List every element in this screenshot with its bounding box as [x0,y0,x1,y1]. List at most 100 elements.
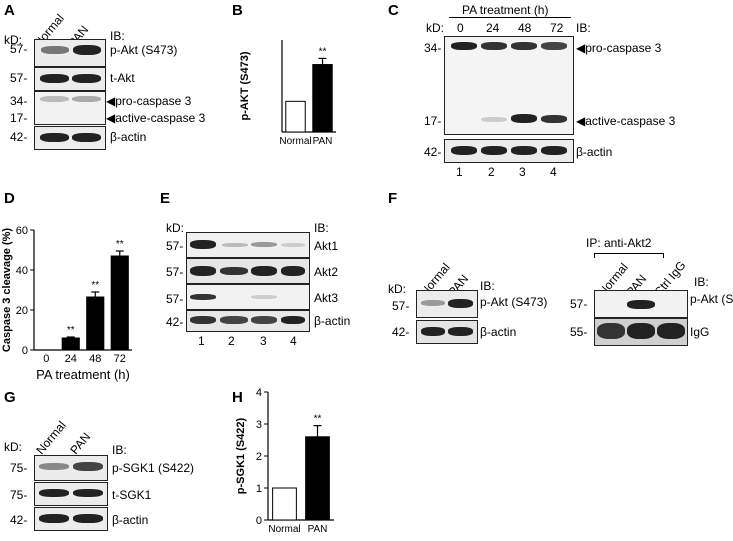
blot-strip [34,126,106,150]
blot-label: t-Akt [110,71,135,85]
blot-label: IgG [690,325,710,339]
blot-strip [444,139,574,163]
y-tick-label: 0 [22,345,28,357]
category-label: Normal [279,136,311,147]
ip-bracket [594,253,664,254]
bar [86,296,105,351]
blot-strip [444,36,574,135]
x-axis-label: PA treatment (h) [36,367,130,382]
blot-label: β-actin [110,130,147,144]
ib-label: IB: [480,279,495,293]
panel-letter-c: C [388,2,399,19]
blot-strip [594,290,688,318]
mw-marker: 42- [392,325,410,339]
mw-marker: 17- [424,114,442,128]
blot-strip [34,455,108,481]
ib-label: IB: [576,21,591,35]
kd-label: kD: [426,21,444,35]
mw-marker: 17- [10,111,28,125]
mw-marker: 57- [392,299,410,313]
lane-number: 2 [228,334,235,348]
ib-label: IB: [112,443,127,457]
y-tick-label: 0 [256,515,262,527]
mw-marker: 42- [424,145,442,159]
timepoint-label: 72 [550,21,564,35]
blot-label: Akt3 [314,291,339,305]
blot-label: β-actin [576,145,613,159]
kd-label: kD: [4,440,22,454]
blot-label: ◀active-caspase 3 [576,114,676,128]
significance-label: ** [314,414,322,425]
blot-label: ◀active-caspase 3 [106,111,206,125]
treatment-bracket [449,17,571,18]
blot-strip [186,284,310,310]
lane-label: Normal [33,418,69,457]
lane-number: 4 [290,334,297,348]
mw-marker: 57- [166,265,184,279]
category-label: Normal [268,524,300,535]
blot-label: p-Akt (S473) [480,295,548,309]
bar [312,64,333,133]
significance-label: ** [319,46,327,57]
panel-letter-f: F [388,190,398,207]
mw-marker: 57- [166,239,184,253]
bar-chart-b: Normal ** PAN p-AKT (S473) [239,40,336,147]
blot-strip [34,507,108,531]
category-label: 48 [89,353,101,365]
y-axis-label: Caspase 3 cleavage (%) [1,228,13,352]
blot-strip [416,290,478,318]
timepoint-label: 24 [486,21,500,35]
mw-marker: 57- [10,71,28,85]
blot-label: p-Akt (S473) [110,43,178,57]
y-tick-label: 4 [256,387,262,399]
blot-label: β-actin [314,314,351,328]
bar [61,337,80,351]
y-tick-label: 2 [256,451,262,463]
mw-marker: 57- [10,42,28,56]
blot-label: Akt1 [314,239,339,253]
blot-strip [34,67,106,91]
mw-marker: 57- [166,292,184,306]
mw-marker: 34- [424,41,442,55]
category-label: PAN [308,524,328,535]
bar-chart-h: 0 1 2 3 4 Normal ** PAN p-SGK1 (S422) [235,387,334,535]
blot-strip [34,482,108,506]
mw-marker: 42- [10,130,28,144]
mw-marker: 75- [10,488,28,502]
mw-marker: 42- [10,513,28,527]
y-tick-label: 60 [16,225,28,237]
lane-number: 1 [198,334,205,348]
category-label: PAN [313,136,333,147]
category-label: 0 [43,353,49,365]
panel-letter-d: D [4,190,15,207]
kd-label: kD: [4,33,22,47]
lane-number: 3 [260,334,267,348]
panel-letter-h: H [232,389,243,406]
timepoint-label: 48 [518,21,532,35]
blot-strip [186,310,310,332]
blot-label: ◀pro-caspase 3 [576,41,662,55]
significance-label: ** [116,239,124,250]
panel-letter-e: E [160,190,171,207]
y-tick-label: 3 [256,419,262,431]
blot-label: Akt2 [314,265,339,279]
ib-label: IB: [314,221,329,235]
significance-label: ** [91,280,99,291]
lane-number: 2 [488,165,495,179]
panel-letter-g: G [4,389,16,406]
mw-marker: 34- [10,94,28,108]
y-tick-label: 20 [16,305,28,317]
blot-label: t-SGK1 [112,488,152,502]
treatment-label: PA treatment (h) [462,3,549,17]
mw-marker: 75- [10,461,28,475]
y-axis-label: p-SGK1 (S422) [235,417,247,494]
lane-label: PAN [67,429,94,457]
y-axis-label: p-AKT (S473) [239,51,251,120]
ip-bracket [663,253,664,258]
timepoint-label: 0 [457,21,464,35]
blot-strip [416,320,478,344]
blot-strip [34,91,106,125]
kd-label: kD: [388,282,406,296]
lane-number: 1 [456,165,463,179]
kd-label: kD: [166,221,184,235]
